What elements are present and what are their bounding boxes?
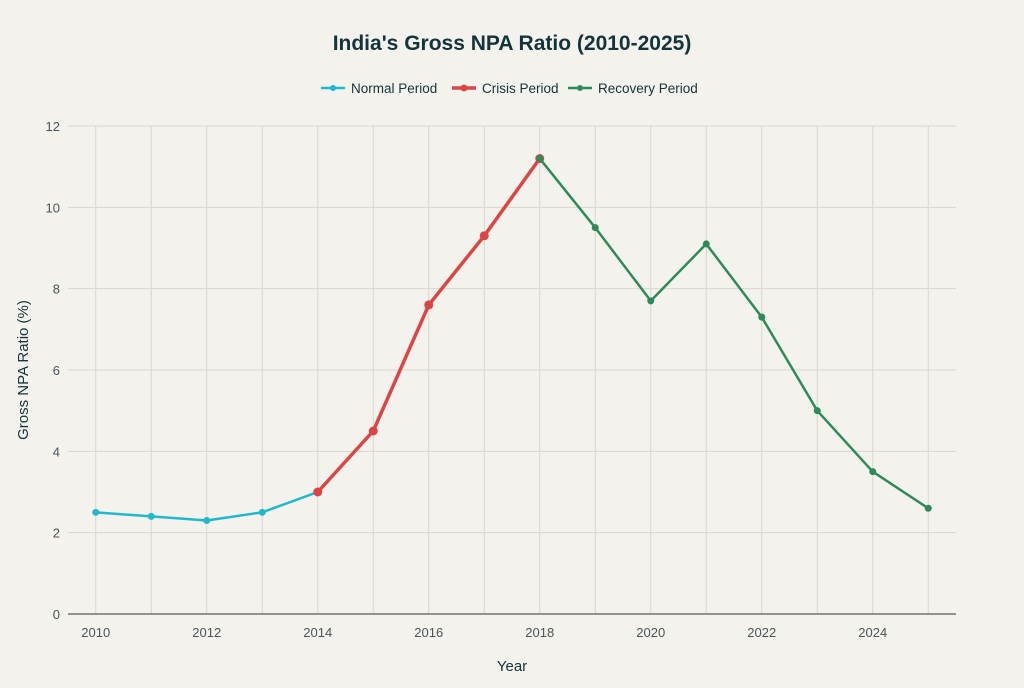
axes: 0 2 4 6 8 10 12 2010 2012 2014 2016 2018 2020 2022 202… bbox=[46, 119, 956, 640]
y-axis-label: Gross NPA Ratio (%) bbox=[15, 300, 32, 440]
series-crisis-period bbox=[313, 154, 545, 497]
series-group bbox=[92, 154, 932, 524]
data-point bbox=[536, 155, 544, 163]
y-tick-label: 12 bbox=[46, 119, 60, 134]
data-point bbox=[647, 297, 655, 305]
y-tick-label: 8 bbox=[53, 282, 60, 297]
data-point bbox=[813, 407, 821, 415]
chart-title: India's Gross NPA Ratio (2010-2025) bbox=[333, 32, 692, 55]
legend-label: Normal Period bbox=[351, 81, 437, 96]
y-tick-label: 10 bbox=[46, 200, 60, 215]
data-point bbox=[313, 487, 323, 497]
x-tick-label: 2016 bbox=[414, 625, 443, 640]
data-point bbox=[147, 512, 155, 520]
data-point bbox=[758, 313, 766, 321]
legend-item: Normal Period bbox=[321, 81, 437, 96]
data-point bbox=[92, 508, 100, 516]
series-line bbox=[538, 157, 929, 510]
data-point bbox=[924, 504, 932, 512]
legend-marker bbox=[330, 85, 336, 91]
x-tick-label: 2012 bbox=[192, 625, 221, 640]
legend-item: Crisis Period bbox=[452, 81, 559, 96]
data-point bbox=[702, 240, 710, 248]
grid bbox=[68, 125, 956, 614]
data-point bbox=[368, 426, 378, 436]
legend-label: Recovery Period bbox=[598, 81, 698, 96]
data-point bbox=[591, 224, 599, 232]
legend-marker bbox=[577, 85, 583, 91]
x-tick-label: 2022 bbox=[747, 625, 776, 640]
data-point bbox=[424, 300, 434, 310]
data-point bbox=[869, 468, 877, 476]
x-axis-label: Year bbox=[497, 658, 527, 675]
legend-item: Recovery Period bbox=[568, 81, 698, 96]
x-tick-label: 2010 bbox=[81, 625, 110, 640]
series-normal-period bbox=[92, 488, 322, 524]
x-tick-label: 2014 bbox=[303, 625, 332, 640]
legend: Normal Period Crisis Period Recovery Perio… bbox=[321, 81, 698, 96]
x-tick-label: 2020 bbox=[636, 625, 665, 640]
y-tick-label: 2 bbox=[53, 526, 60, 541]
data-point bbox=[479, 231, 489, 241]
data-point bbox=[203, 516, 211, 524]
y-tick-label: 0 bbox=[53, 607, 60, 622]
legend-label: Crisis Period bbox=[482, 81, 559, 96]
y-tick-label: 6 bbox=[53, 363, 60, 378]
series-recovery-period bbox=[536, 155, 932, 512]
x-tick-label: 2024 bbox=[858, 625, 887, 640]
y-tick-label: 4 bbox=[53, 444, 60, 459]
legend-marker bbox=[460, 84, 468, 92]
x-tick-label: 2018 bbox=[525, 625, 554, 640]
data-point bbox=[258, 508, 266, 516]
